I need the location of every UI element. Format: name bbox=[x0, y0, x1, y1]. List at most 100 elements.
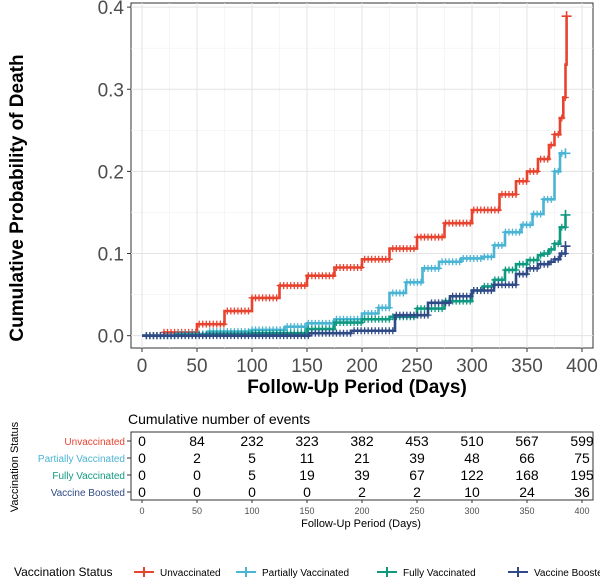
x-tick-label: 150 bbox=[291, 356, 323, 377]
table-row-label: Partially Vaccinated bbox=[38, 454, 125, 465]
table-cell: 2 bbox=[193, 450, 201, 466]
censor-mark bbox=[385, 304, 393, 312]
x-tick-label: 300 bbox=[456, 356, 488, 377]
censor-mark bbox=[494, 206, 502, 214]
x-tick-label: 400 bbox=[566, 356, 598, 377]
table-cell: 382 bbox=[350, 433, 374, 449]
censor-mark bbox=[347, 329, 355, 337]
censor-mark bbox=[424, 311, 432, 319]
censor-mark bbox=[554, 130, 562, 138]
censor-mark bbox=[537, 210, 545, 218]
legend-title: Vaccination Status bbox=[14, 565, 113, 579]
legend-item: Fully Vaccinated bbox=[377, 567, 476, 579]
table-cell: 75 bbox=[574, 450, 590, 466]
censor-mark bbox=[301, 282, 309, 290]
table-cell: 48 bbox=[464, 450, 480, 466]
censor-mark bbox=[547, 245, 555, 253]
censor-mark bbox=[544, 260, 552, 268]
censor-mark bbox=[547, 258, 555, 266]
table-cell: 168 bbox=[515, 467, 539, 483]
table-cell: 567 bbox=[515, 433, 539, 449]
censor-mark bbox=[523, 177, 531, 185]
censor-mark bbox=[304, 332, 312, 340]
x-tick-label: 200 bbox=[346, 356, 378, 377]
censor-mark bbox=[399, 289, 407, 297]
censor-mark bbox=[477, 254, 485, 262]
table-cell: 0 bbox=[193, 467, 201, 483]
x-axis-ticks: 0 50 100 150 200 250 300 350 400 bbox=[137, 348, 598, 377]
table-cell: 24 bbox=[519, 484, 535, 500]
table-cell: 195 bbox=[570, 467, 594, 483]
table-cell: 39 bbox=[409, 450, 425, 466]
table-row-label: Fully Vaccinated bbox=[52, 471, 125, 482]
table-x-tick-label: 100 bbox=[244, 506, 259, 516]
censor-mark bbox=[456, 258, 464, 266]
y-tick-label: 0.0 bbox=[98, 327, 124, 348]
censor-mark bbox=[244, 307, 252, 315]
censor-mark bbox=[220, 320, 228, 328]
table-cell: 84 bbox=[189, 433, 205, 449]
legend-label: Fully Vaccinated bbox=[403, 568, 476, 579]
table-cell: 2 bbox=[413, 484, 421, 500]
legend-label: Unvaccinated bbox=[160, 568, 221, 579]
y-tick-label: 0.2 bbox=[98, 162, 124, 183]
legend: Vaccination Status Unvaccinated Partially… bbox=[14, 565, 600, 579]
events-table: Cumulative number of events Unvaccinated… bbox=[9, 411, 594, 530]
censor-mark bbox=[357, 319, 365, 327]
censor-mark bbox=[558, 114, 566, 122]
y-axis-label: Cumulative Probability of Death bbox=[7, 54, 28, 341]
table-cell: 122 bbox=[460, 467, 484, 483]
table-x-axis-label: Follow-Up Period (Days) bbox=[301, 518, 421, 530]
censor-mark bbox=[498, 241, 506, 249]
table-cell: 67 bbox=[409, 467, 425, 483]
table-x-tick-label: 250 bbox=[409, 506, 424, 516]
censor-mark bbox=[389, 327, 397, 335]
censor-mark bbox=[560, 148, 571, 159]
x-axis-label: Follow-Up Period (Days) bbox=[247, 377, 467, 398]
censor-mark bbox=[533, 167, 541, 175]
censor-mark bbox=[560, 209, 571, 220]
series-vaccine-boosted bbox=[142, 241, 571, 340]
censor-mark bbox=[561, 250, 569, 258]
legend-item: Vaccine Boosted bbox=[508, 567, 600, 579]
y-tick-label: 0.4 bbox=[98, 0, 125, 19]
x-tick-label: 250 bbox=[401, 356, 433, 377]
table-cell: 36 bbox=[574, 484, 590, 500]
censor-mark bbox=[554, 167, 562, 175]
table-x-tick-label: 300 bbox=[464, 506, 479, 516]
table-cell: 66 bbox=[519, 450, 535, 466]
censor-mark bbox=[357, 264, 365, 271]
censor-mark bbox=[329, 272, 337, 280]
survival-plot: 0 50 100 150 200 250 300 350 400 0.0 0.1 0.2 0.3 0.4… bbox=[7, 0, 598, 398]
table-title: Cumulative number of events bbox=[128, 411, 310, 427]
censor-mark bbox=[445, 299, 453, 307]
table-x-tick-label: 200 bbox=[354, 506, 369, 516]
censor-mark bbox=[487, 287, 495, 294]
censor-mark bbox=[526, 221, 534, 229]
table-rows: Unvaccinated 0 84 232 323 382 453 510 567 599Part… bbox=[38, 433, 594, 500]
table-cell: 39 bbox=[354, 467, 370, 483]
table-cell: 599 bbox=[570, 433, 594, 449]
table-cell: 0 bbox=[138, 484, 146, 500]
censor-mark bbox=[533, 264, 541, 272]
censor-mark bbox=[487, 253, 495, 261]
table-cell: 0 bbox=[138, 467, 146, 483]
censor-mark bbox=[561, 11, 572, 22]
table-cell: 510 bbox=[460, 433, 484, 449]
censor-mark bbox=[523, 270, 531, 278]
censor-mark bbox=[533, 256, 541, 264]
censor-mark bbox=[512, 266, 520, 274]
table-cell: 10 bbox=[464, 484, 480, 500]
table-cell: 453 bbox=[405, 433, 429, 449]
censor-mark bbox=[435, 264, 443, 272]
legend-item: Unvaccinated bbox=[134, 567, 221, 579]
y-tick-label: 0.3 bbox=[98, 80, 124, 101]
censor-mark bbox=[516, 228, 524, 236]
table-x-tick-label: 400 bbox=[574, 506, 589, 516]
x-tick-label: 100 bbox=[236, 356, 268, 377]
table-x-axis-ticks: 0 50 100 150 200 250 300 350 400 bbox=[139, 500, 590, 516]
censor-mark bbox=[273, 294, 281, 302]
censor-mark bbox=[385, 255, 393, 263]
censor-mark bbox=[537, 251, 545, 259]
